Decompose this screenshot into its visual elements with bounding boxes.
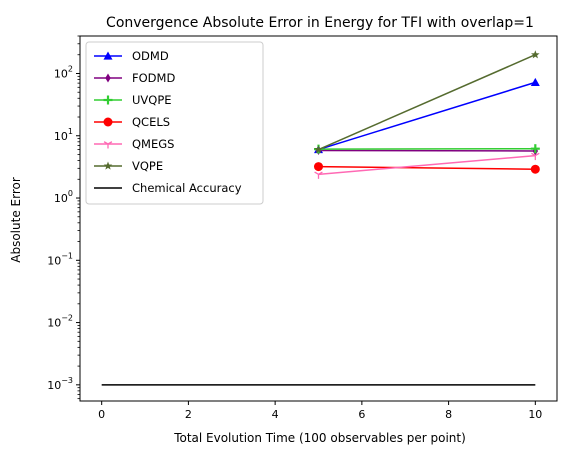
series-line [318,165,536,170]
legend-label: VQPE [132,159,163,173]
legend: ODMD FODMD UVQPE QCELS QMEGS VQPE Chemical Acc… [85,41,264,205]
data-point [531,152,540,161]
chart-title: Convergence Absolute Error in Energy for… [106,15,534,31]
data-point [314,162,323,172]
legend-entry: ODMD [94,49,169,63]
data-point [530,144,540,154]
y-tick-label: 10−1 [47,251,73,267]
plot-area [101,50,540,386]
series-qmegs [314,152,540,179]
x-tick-label: 6 [358,408,365,421]
y-tick-label: 101 [54,127,73,143]
y-tick-base: 10 [47,254,61,267]
y-tick-label: 10−2 [47,314,73,330]
legend-label: QMEGS [132,137,174,151]
x-tick-label: 0 [98,408,105,421]
y-tick-base: 10 [54,67,68,80]
tri-arm [318,171,323,175]
series-line [318,81,536,151]
data-point [531,50,540,59]
series-line [318,154,536,176]
legend-label: ODMD [132,49,169,63]
legend-label: UVQPE [132,93,172,107]
y-tick-base: 10 [54,130,68,143]
x-tick-label: 4 [272,408,279,421]
legend-frame [85,41,264,205]
legend-entry: VQPE [94,159,163,173]
legend-label: QCELS [132,115,170,129]
y-tick-exponent: −1 [61,251,73,260]
legend-entry: QCELS [94,115,170,129]
legend-marker [103,117,113,127]
legend-label: Chemical Accuracy [132,181,242,195]
legend-marker [103,51,113,60]
y-tick-label: 10−3 [47,376,73,392]
tri-arm [103,141,109,145]
legend-marker [105,73,111,83]
data-point [530,164,540,174]
legend-entry: FODMD [94,71,175,85]
series-fodmd [315,145,539,156]
y-tick-exponent: −3 [61,376,73,385]
data-point [314,171,323,179]
y-tick-exponent: 0 [68,189,73,198]
series-uvqpe [314,144,540,154]
tri-arm [107,141,113,145]
series-odmd [314,77,540,154]
data-point [530,77,540,86]
y-tick-exponent: −2 [61,314,73,323]
x-tick-label: 10 [528,408,542,421]
x-axis-label: Total Evolution Time (100 observables pe… [173,431,466,445]
tri-arm [534,152,540,157]
series-qcels [314,162,540,174]
series-line [318,54,536,151]
x-tick-label: 8 [445,408,452,421]
legend-entry: UVQPE [94,93,172,107]
series-vqpe [314,50,540,154]
legend-marker [103,161,113,170]
legend-label: FODMD [132,71,175,85]
legend-marker [103,141,113,149]
tri-arm [314,171,319,175]
y-tick-base: 10 [54,192,68,205]
legend-entry: Chemical Accuracy [94,181,242,195]
y-tick-label: 100 [54,189,73,205]
data-point [314,145,323,154]
y-axis-label: Absolute Error [9,177,23,263]
plot-frame [79,35,558,402]
legend-entry: QMEGS [94,137,174,151]
y-tick-base: 10 [47,379,61,392]
y-tick-exponent: 2 [68,64,73,73]
x-tick-label: 2 [185,408,192,421]
y-tick-base: 10 [47,317,61,330]
tri-arm [531,152,536,157]
y-tick-label: 102 [54,64,73,80]
legend-marker [103,95,113,105]
y-tick-exponent: 1 [68,127,73,136]
